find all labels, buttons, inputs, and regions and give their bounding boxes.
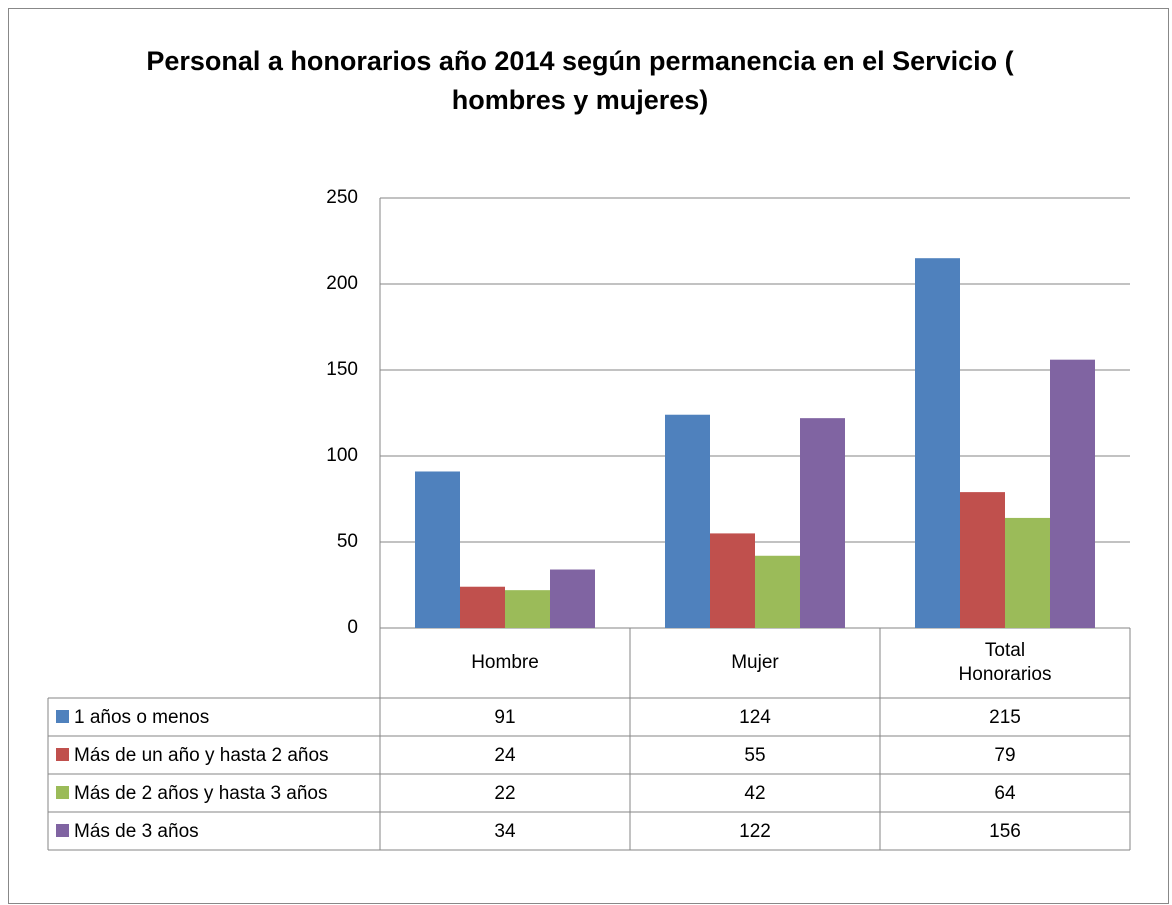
legend-label: Más de 3 años — [74, 821, 199, 842]
x-tick-label-cell: Hombre — [385, 628, 625, 698]
legend-label: Más de un año y hasta 2 años — [74, 745, 329, 766]
bar — [460, 586, 505, 628]
legend-swatch — [56, 786, 69, 799]
x-tick-label: Hombre — [471, 652, 539, 673]
bar — [1050, 359, 1095, 628]
table-value: 215 — [989, 707, 1021, 728]
chart-title: Personal a honorarios año 2014 según per… — [146, 46, 1014, 115]
bar — [915, 258, 960, 628]
legend-label: Más de 2 años y hasta 3 años — [74, 783, 328, 804]
legend-swatch — [56, 824, 69, 837]
bar — [960, 492, 1005, 628]
bar — [755, 555, 800, 628]
bar — [505, 590, 550, 628]
x-tick-label-cell: Mujer — [635, 628, 875, 698]
chart-border — [8, 8, 1169, 904]
bar — [550, 569, 595, 628]
table-value: 24 — [494, 745, 516, 766]
bar — [1005, 517, 1050, 628]
y-tick-label: 0 — [347, 617, 358, 638]
y-tick-label: 200 — [326, 273, 358, 294]
x-tick-label: Total Honorarios — [958, 640, 1052, 685]
legend-swatch — [56, 710, 69, 723]
table-value: 22 — [494, 783, 515, 804]
x-tick-label-box: Total Honorarios — [885, 628, 1125, 698]
legend-label: 1 años o menos — [74, 707, 209, 728]
table-value: 91 — [494, 707, 515, 728]
y-tick-label: 50 — [337, 531, 358, 552]
y-tick-label: 100 — [326, 445, 358, 466]
table-value: 34 — [494, 821, 516, 842]
x-tick-label-box: Mujer — [635, 628, 875, 698]
table-value: 124 — [739, 707, 771, 728]
table-value: 42 — [744, 783, 765, 804]
table-value: 156 — [989, 821, 1021, 842]
legend-swatch — [56, 748, 69, 761]
x-tick-label-cell: Total Honorarios — [885, 628, 1125, 698]
bar — [710, 533, 755, 628]
x-tick-label: Mujer — [731, 652, 779, 673]
bar — [800, 418, 845, 628]
table-value: 64 — [994, 783, 1016, 804]
y-tick-label: 250 — [326, 187, 358, 208]
bar — [415, 471, 460, 628]
y-tick-label: 150 — [326, 359, 358, 380]
table-value: 79 — [994, 745, 1015, 766]
table-value: 55 — [744, 745, 765, 766]
x-tick-label-box: Hombre — [385, 628, 625, 698]
bar — [665, 414, 710, 628]
table-value: 122 — [739, 821, 771, 842]
